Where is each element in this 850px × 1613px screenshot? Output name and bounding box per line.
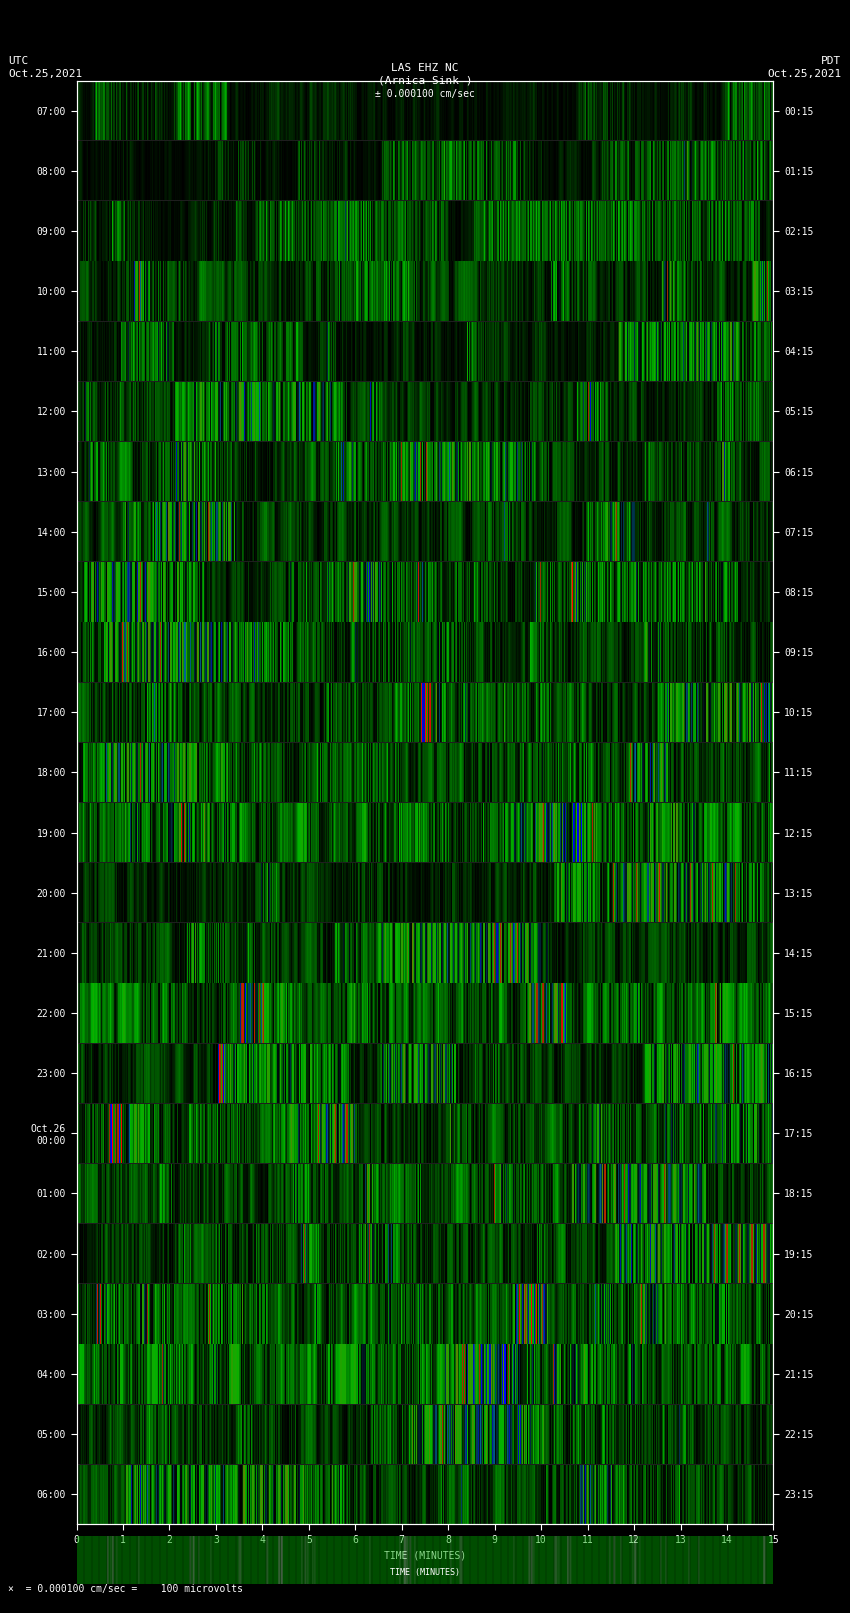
- Text: LAS EHZ NC: LAS EHZ NC: [391, 63, 459, 73]
- Text: PDT: PDT: [821, 56, 842, 66]
- Text: ± 0.000100 cm/sec: ± 0.000100 cm/sec: [375, 89, 475, 98]
- Text: ×  = 0.000100 cm/sec =    100 microvolts: × = 0.000100 cm/sec = 100 microvolts: [8, 1584, 243, 1594]
- Text: (Arnica Sink ): (Arnica Sink ): [377, 76, 473, 85]
- X-axis label: TIME (MINUTES): TIME (MINUTES): [384, 1550, 466, 1560]
- Text: Oct.25,2021: Oct.25,2021: [8, 69, 82, 79]
- Text: TIME (MINUTES): TIME (MINUTES): [390, 1568, 460, 1578]
- Text: Oct.25,2021: Oct.25,2021: [768, 69, 842, 79]
- Text: UTC: UTC: [8, 56, 29, 66]
